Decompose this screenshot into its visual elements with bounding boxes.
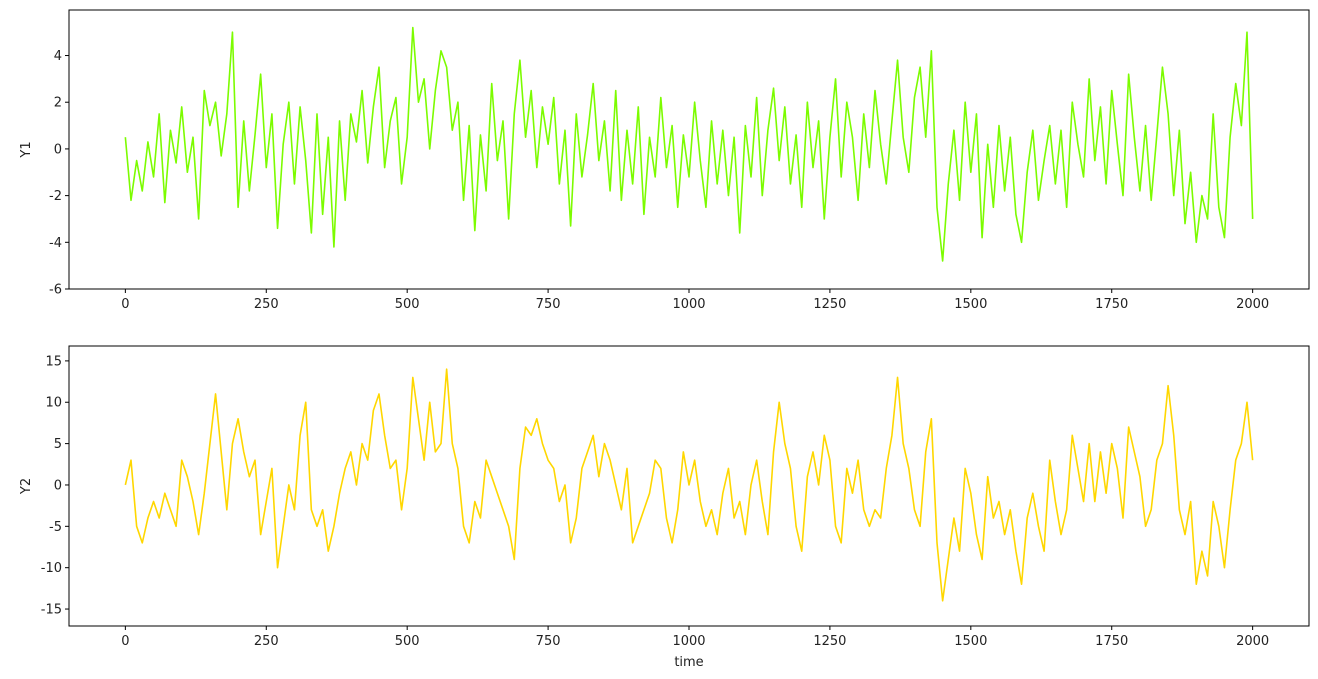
x-tick-label: 1750: [1095, 634, 1128, 649]
axes-frame: [68, 345, 1310, 627]
data-line: [124, 368, 1254, 602]
x-tick-label: 1250: [813, 297, 846, 312]
plot-area: [124, 26, 1254, 262]
y-tick-label: 2: [54, 96, 62, 111]
x-tick-label: 1000: [672, 297, 705, 312]
x-tick-label: 1500: [954, 297, 987, 312]
x-axis-label: time: [674, 655, 703, 670]
y-tick-label: 10: [45, 396, 62, 411]
x-tick-label: 1250: [813, 634, 846, 649]
y-tick-label: 15: [45, 354, 62, 369]
y-tick-label: -2: [49, 189, 62, 204]
x-tick-label: 250: [254, 297, 279, 312]
y-tick-label: -6: [49, 283, 62, 298]
y-tick-label: 5: [54, 437, 62, 452]
y-axis-label: Y2: [19, 478, 34, 495]
x-tick-label: 0: [121, 297, 129, 312]
subplot: 0 250 500 750 1000 1250 1500 1750 2000 -15 -10 -5 0 5…: [19, 345, 1310, 670]
y-tick-label: 0: [54, 142, 62, 157]
y-tick-label: 4: [54, 49, 62, 64]
x-tick-label: 2000: [1236, 634, 1269, 649]
x-tick-label: 250: [254, 634, 279, 649]
x-tick-label: 1000: [672, 634, 705, 649]
x-tick-label: 0: [121, 634, 129, 649]
y-tick-label: -4: [49, 236, 62, 251]
x-tick-label: 2000: [1236, 297, 1269, 312]
y-tick-label: -10: [41, 561, 62, 576]
y-tick-label: 0: [54, 478, 62, 493]
subplot: 0 250 500 750 1000 1250 1500 1750 2000 -6 -4 -2 0 2 4 Y…: [19, 9, 1310, 312]
x-tick-label: 750: [536, 297, 561, 312]
x-tick-label: 500: [395, 634, 420, 649]
x-tick-label: 1500: [954, 634, 987, 649]
x-tick-label: 1750: [1095, 297, 1128, 312]
axes-frame: [68, 9, 1310, 290]
plot-area: [124, 368, 1254, 602]
x-tick-label: 500: [395, 297, 420, 312]
data-line: [124, 26, 1254, 262]
x-tick-label: 750: [536, 634, 561, 649]
y-tick-label: -5: [49, 520, 62, 535]
y-tick-label: -15: [41, 603, 62, 618]
y-axis-label: Y1: [19, 141, 34, 158]
